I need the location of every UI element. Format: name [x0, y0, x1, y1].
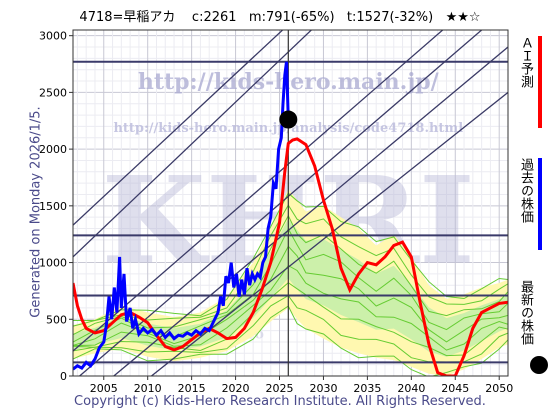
- x-tick-label: 2035: [353, 382, 381, 395]
- y-tick-label: 500: [46, 313, 67, 326]
- copyright-footer: Copyright (c) Kids-Hero Research Institu…: [74, 394, 486, 409]
- y-tick-label: 2000: [39, 143, 67, 156]
- latest-price-dot: [279, 110, 298, 129]
- legend-past-price-label: 過去の株価: [518, 158, 533, 223]
- forecast-band-inner: [73, 218, 508, 357]
- legend-ai-forecast-label: ＡＩ予測: [518, 36, 533, 88]
- x-tick-label: 2005: [90, 382, 118, 395]
- y-tick-label: 1000: [39, 257, 67, 270]
- y-tick-label: 1500: [39, 200, 67, 213]
- x-tick-label: 2020: [222, 382, 250, 395]
- x-tick-label: 2030: [309, 382, 337, 395]
- x-tick-label: 2010: [134, 382, 162, 395]
- x-tick-label: 2015: [178, 382, 206, 395]
- legend-latest-price-label: 最新の株価: [518, 280, 533, 345]
- forecast-band-line: [73, 245, 508, 346]
- ai-forecast-line: [73, 137, 508, 376]
- channel-line: [150, 91, 508, 376]
- x-tick-label: 2050: [485, 382, 513, 395]
- channel-line: [73, 30, 313, 258]
- channel-line: [112, 46, 508, 376]
- past-price-line: [73, 61, 290, 371]
- channel-line: [73, 30, 284, 226]
- forecast-band-line: [73, 305, 508, 376]
- forecast-band-line: [73, 264, 508, 351]
- plot-area: KHRIhttp://kids-hero.main.jp/http://kids…: [73, 30, 508, 376]
- forecast-band-line: [73, 214, 508, 336]
- plot-border: [72, 29, 509, 377]
- chart-header: 4718=早稲アカ c:2261 m:791(-65%) t:1527(-32%…: [79, 10, 481, 25]
- legend-past-price-swatch: [538, 158, 542, 250]
- y-tick-label: 3000: [39, 30, 67, 43]
- forecast-band-line: [73, 204, 508, 327]
- y-tick-label: 0: [60, 370, 67, 383]
- legend-ai-forecast-swatch: [538, 36, 542, 128]
- channel-line: [73, 30, 444, 352]
- x-tick-label: 2025: [266, 382, 294, 395]
- channel-line: [78, 30, 483, 376]
- x-tick-label: 2040: [397, 382, 425, 395]
- x-tick-label: 2045: [441, 382, 469, 395]
- forecast-band-line: [73, 192, 508, 321]
- forecast-band-line: [73, 227, 508, 343]
- legend-latest-price-dot: [530, 356, 548, 374]
- y-tick-label: 2500: [39, 86, 67, 99]
